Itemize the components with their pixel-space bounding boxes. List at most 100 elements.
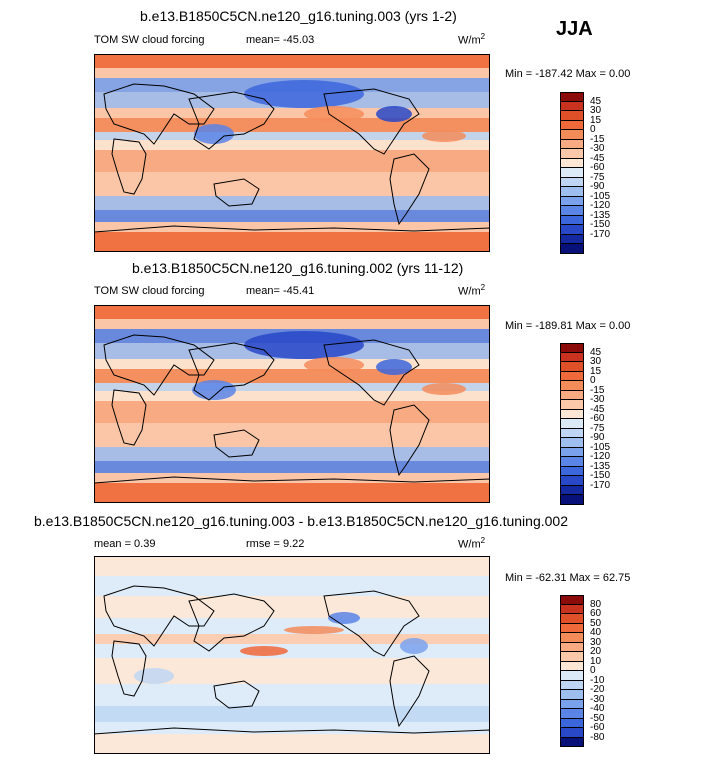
colorbar-segment <box>560 225 584 235</box>
coastline <box>103 585 215 647</box>
field-band <box>94 461 490 473</box>
field-band <box>94 383 490 391</box>
colorbar-tick-label: 30 <box>590 636 602 648</box>
colorbar-segment <box>560 642 584 652</box>
coastline <box>323 88 420 155</box>
colorbar-tick-label: -170 <box>590 479 611 491</box>
coastline <box>188 593 275 652</box>
colorbar-segment <box>560 728 584 738</box>
colorbar-tick-label: 0 <box>590 665 596 676</box>
coastline <box>323 590 420 657</box>
field-anomaly <box>194 124 234 144</box>
field-band <box>94 706 490 722</box>
field-band <box>94 132 490 140</box>
colorbar-tick-label: -30 <box>590 394 605 405</box>
colorbar-tick-label: -60 <box>590 413 605 424</box>
colorbar-segment <box>560 352 584 362</box>
field-anomaly <box>376 106 412 122</box>
coastline <box>103 334 215 396</box>
field-anomaly <box>244 331 364 359</box>
panel-2-variable: TOM SW cloud forcing <box>94 285 205 297</box>
colorbar-segment <box>560 718 584 728</box>
coastline <box>389 153 430 226</box>
colorbar-segment <box>560 92 584 102</box>
field-band <box>94 483 490 503</box>
field-anomaly <box>376 359 412 375</box>
colorbar-segment <box>560 139 584 149</box>
panel-3-title: b.e13.B1850C5CN.ne120_g16.tuning.003 - b… <box>34 513 568 529</box>
colorbar-tick-label: 30 <box>590 105 602 116</box>
map-field <box>93 305 491 504</box>
colorbar-segment <box>560 381 584 391</box>
colorbar-segment <box>560 447 584 457</box>
field-band <box>94 150 490 172</box>
field-band <box>94 734 490 754</box>
field-band <box>94 722 490 734</box>
panel-2-map <box>93 305 491 504</box>
field-band <box>94 359 490 369</box>
panel-3-colorbar <box>560 595 584 747</box>
colorbar-segment <box>560 476 584 486</box>
field-band <box>94 596 490 618</box>
colorbar-segment <box>560 149 584 159</box>
colorbar-tick-label: 10 <box>590 655 602 667</box>
colorbar-tick-label: 45 <box>590 95 602 107</box>
field-band <box>94 634 490 644</box>
map-frame <box>94 305 490 503</box>
colorbar-tick-label: -15 <box>590 384 605 396</box>
colorbar-segment <box>560 158 584 168</box>
coastline <box>213 680 260 709</box>
field-band <box>94 222 490 232</box>
colorbar-tick-label: -50 <box>590 712 605 724</box>
field-band <box>94 305 490 319</box>
field-band <box>94 576 490 596</box>
colorbar-segment <box>560 623 584 633</box>
colorbar-segment <box>560 130 584 140</box>
colorbar-tick-label: 15 <box>590 114 602 126</box>
colorbar-segment <box>560 661 584 671</box>
coastline <box>111 389 147 446</box>
field-band <box>94 644 490 658</box>
colorbar-tick-label: 40 <box>590 627 602 638</box>
panel-1-variable: TOM SW cloud forcing <box>94 34 205 46</box>
colorbar-tick-label: -90 <box>590 181 605 192</box>
colorbar-tick-label: 20 <box>590 646 602 657</box>
colorbar-segment <box>560 419 584 429</box>
colorbar-segment <box>560 111 584 121</box>
field-band <box>94 369 490 383</box>
colorbar-segment <box>560 168 584 178</box>
field-anomaly <box>284 626 344 634</box>
colorbar-tick-label: -170 <box>590 228 611 240</box>
field-anomaly <box>192 380 236 400</box>
colorbar-segment <box>560 215 584 225</box>
field-anomaly <box>304 106 364 122</box>
field-band <box>94 232 490 252</box>
coastline <box>213 429 260 458</box>
colorbar-segment <box>560 633 584 643</box>
field-anomaly <box>400 638 428 654</box>
field-band <box>94 319 490 329</box>
field-band <box>94 140 490 150</box>
panel-1-colorbar <box>560 92 584 254</box>
colorbar-tick-label: -135 <box>590 209 611 221</box>
colorbar-tick-label: 0 <box>590 124 596 135</box>
field-band <box>94 54 490 68</box>
colorbar-tick-label: -105 <box>590 190 611 202</box>
colorbar-tick-label: 45 <box>590 346 602 358</box>
colorbar-tick-label: -15 <box>590 133 605 145</box>
field-band <box>94 401 490 423</box>
colorbar-tick-label: 0 <box>590 375 596 386</box>
panel-2-colorbar <box>560 343 584 505</box>
colorbar-tick-label: -45 <box>590 403 605 415</box>
map-frame <box>94 556 490 754</box>
colorbar-tick-label: 30 <box>590 356 602 367</box>
colorbar-tick-label: -150 <box>590 219 611 230</box>
colorbar-tick-label: -45 <box>590 152 605 164</box>
field-band <box>94 618 490 634</box>
colorbar-segment <box>560 343 584 353</box>
colorbar-segment <box>560 438 584 448</box>
field-band <box>94 423 490 447</box>
colorbar-segment <box>560 604 584 614</box>
field-band <box>94 68 490 78</box>
colorbar-segment <box>560 671 584 681</box>
